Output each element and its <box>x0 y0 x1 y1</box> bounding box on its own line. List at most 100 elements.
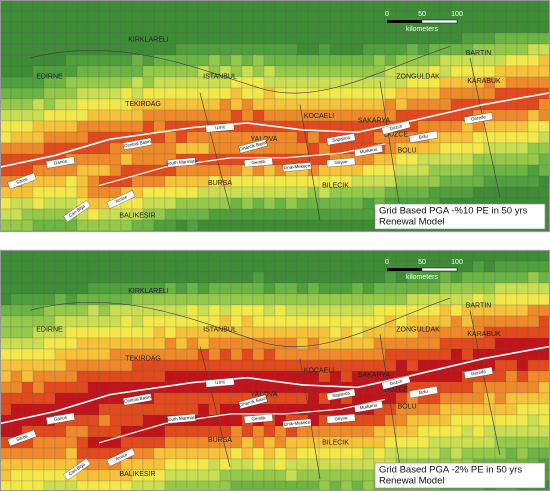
grid-cell <box>362 21 375 34</box>
grid-cell <box>208 87 221 100</box>
grid-cell <box>527 98 540 111</box>
grid-cell <box>0 65 12 78</box>
grid-cell <box>384 271 397 284</box>
grid-cell <box>274 271 287 284</box>
grid-cell <box>109 164 122 177</box>
grid-cell <box>285 186 298 199</box>
grid-cell <box>351 10 364 23</box>
grid-cell <box>65 43 78 56</box>
grid-cell <box>274 197 287 210</box>
grid-cell <box>329 304 342 317</box>
grid-cell <box>461 392 474 405</box>
grid-cell <box>318 447 331 460</box>
grid-cell <box>186 425 199 438</box>
grid-cell <box>373 54 386 67</box>
grid-cell <box>32 21 45 34</box>
grid-cell <box>351 54 364 67</box>
grid-cell <box>10 458 23 471</box>
scale-bar <box>387 268 422 271</box>
grid-cell <box>54 480 67 491</box>
grid-cell <box>450 381 463 394</box>
grid-cell <box>142 10 155 23</box>
grid-cell <box>65 326 78 339</box>
grid-cell <box>241 0 254 12</box>
grid-cell <box>252 219 265 232</box>
grid-cell <box>208 10 221 23</box>
grid-cell <box>384 359 397 372</box>
grid-cell <box>439 120 452 133</box>
grid-cell <box>175 392 188 405</box>
grid-cell <box>263 425 276 438</box>
scale-tick-label: 100 <box>451 11 463 18</box>
grid-cell <box>32 403 45 416</box>
grid-cell <box>153 271 166 284</box>
grid-cell <box>32 87 45 100</box>
grid-cell <box>351 0 364 12</box>
grid-cell <box>527 43 540 56</box>
city-label: YALOVA <box>251 391 278 398</box>
grid-cell <box>43 10 56 23</box>
grid-cell <box>461 0 474 12</box>
grid-cell <box>153 392 166 405</box>
grid-cell <box>65 120 78 133</box>
grid-cell <box>65 249 78 262</box>
grid-cell <box>197 142 210 155</box>
grid-cell <box>252 120 265 133</box>
grid-cell <box>505 164 518 177</box>
grid-cell <box>87 65 100 78</box>
grid-cell <box>76 54 89 67</box>
grid-cell <box>87 260 100 273</box>
grid-cell <box>538 381 550 394</box>
grid-cell <box>406 414 419 427</box>
grid-cell <box>285 315 298 328</box>
grid-cell <box>252 21 265 34</box>
grid-cell <box>450 447 463 460</box>
grid-cell <box>329 208 342 221</box>
grid-cell <box>285 480 298 491</box>
grid-cell <box>516 293 529 306</box>
grid-cell <box>54 0 67 12</box>
fault-label: Central Basin <box>122 393 153 406</box>
grid-cell <box>87 208 100 221</box>
fault-label-box <box>45 156 76 169</box>
grid-cell <box>153 315 166 328</box>
fault-label: Sapanca <box>326 133 356 146</box>
grid-cell <box>186 32 199 45</box>
grid-cell <box>263 21 276 34</box>
grid-cell <box>21 54 34 67</box>
grid-cell <box>285 370 298 383</box>
grid-cell <box>0 282 12 295</box>
grid-cell <box>395 98 408 111</box>
grid-cell <box>340 208 353 221</box>
grid-cell <box>230 469 243 482</box>
grid-cell <box>472 21 485 34</box>
grid-cell <box>516 186 529 199</box>
grid-cell <box>32 436 45 449</box>
fault-label-box <box>122 137 153 150</box>
city-label: ISTANBUL <box>203 326 237 333</box>
grid-cell <box>351 271 364 284</box>
grid-cell <box>43 480 56 491</box>
grid-cell <box>142 271 155 284</box>
grid-cell <box>197 480 210 491</box>
grid-cell <box>186 282 199 295</box>
grid-cell <box>32 282 45 295</box>
fault-label-box <box>381 375 411 390</box>
grid-cell <box>230 131 243 144</box>
grid-cell <box>98 260 111 273</box>
grid-cell <box>241 304 254 317</box>
grid-cell <box>406 282 419 295</box>
grid-cell <box>32 381 45 394</box>
city-label: KARABUK <box>467 331 501 338</box>
city-label: BILECIK <box>322 182 349 189</box>
grid-cell <box>538 142 550 155</box>
grid-cell <box>43 260 56 273</box>
grid-cell <box>109 120 122 133</box>
grid-cell <box>32 370 45 383</box>
grid-cell <box>472 164 485 177</box>
grid-cell <box>505 175 518 188</box>
grid-cell <box>109 32 122 45</box>
grid-cell <box>230 304 243 317</box>
grid-cell <box>43 436 56 449</box>
grid-cell <box>54 109 67 122</box>
